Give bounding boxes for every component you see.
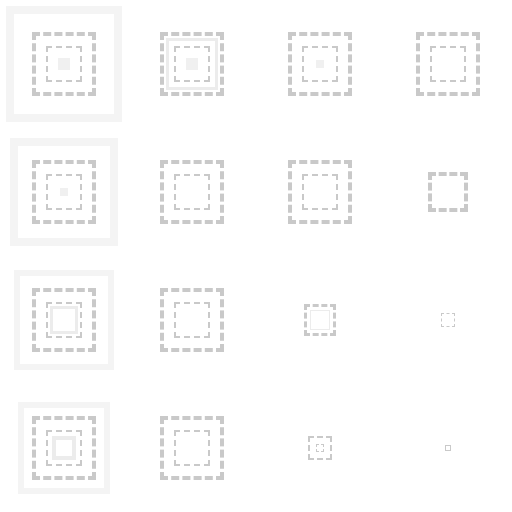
tile-r2-c0 bbox=[0, 256, 128, 384]
center-dot bbox=[316, 60, 324, 68]
dashed-square bbox=[46, 302, 82, 338]
tile-r0-c0 bbox=[0, 0, 128, 128]
center-dot bbox=[186, 58, 198, 70]
dashed-square bbox=[46, 174, 82, 210]
faint-square bbox=[310, 310, 330, 330]
tile-r1-c1 bbox=[128, 128, 256, 256]
dashed-square bbox=[308, 436, 332, 460]
dashed-square bbox=[316, 444, 324, 452]
dashed-square bbox=[302, 174, 338, 210]
dashed-square bbox=[160, 288, 224, 352]
center-dot bbox=[58, 58, 70, 70]
dashed-square bbox=[288, 160, 352, 224]
dashed-square bbox=[160, 160, 224, 224]
dashed-square bbox=[174, 174, 210, 210]
dashed-square bbox=[302, 46, 338, 82]
faint-square bbox=[50, 306, 78, 334]
dashed-square bbox=[441, 313, 455, 327]
dashed-square bbox=[445, 445, 451, 451]
tile-r0-c2 bbox=[256, 0, 384, 128]
tile-r2-c3 bbox=[384, 256, 512, 384]
faint-square bbox=[166, 38, 218, 90]
center-dot bbox=[60, 188, 68, 196]
dashed-square bbox=[32, 32, 96, 96]
glow-square bbox=[18, 402, 110, 494]
glow-square bbox=[14, 270, 114, 370]
dashed-square bbox=[416, 32, 480, 96]
tile-r3-c2 bbox=[256, 384, 384, 512]
tile-r2-c1 bbox=[128, 256, 256, 384]
glow-square bbox=[6, 6, 122, 122]
dashed-square bbox=[46, 46, 82, 82]
tile-r0-c3 bbox=[384, 0, 512, 128]
dashed-square bbox=[174, 302, 210, 338]
tile-r3-c3 bbox=[384, 384, 512, 512]
dashed-square bbox=[32, 416, 96, 480]
tile-r3-c0 bbox=[0, 384, 128, 512]
dashed-square bbox=[428, 172, 468, 212]
glow-square bbox=[10, 138, 118, 246]
dashed-square bbox=[174, 46, 210, 82]
dashed-square bbox=[46, 430, 82, 466]
dashed-square bbox=[160, 32, 224, 96]
dashed-square bbox=[160, 416, 224, 480]
tile-r3-c1 bbox=[128, 384, 256, 512]
dashed-square bbox=[32, 160, 96, 224]
tile-r1-c3 bbox=[384, 128, 512, 256]
dashed-square bbox=[32, 288, 96, 352]
tile-r0-c1 bbox=[128, 0, 256, 128]
tile-r1-c0 bbox=[0, 128, 128, 256]
dashed-square bbox=[174, 430, 210, 466]
dashed-square bbox=[304, 304, 336, 336]
faint-square bbox=[52, 436, 76, 460]
tile-r2-c2 bbox=[256, 256, 384, 384]
dashed-square bbox=[288, 32, 352, 96]
tile-r1-c2 bbox=[256, 128, 384, 256]
dashed-square bbox=[430, 46, 466, 82]
